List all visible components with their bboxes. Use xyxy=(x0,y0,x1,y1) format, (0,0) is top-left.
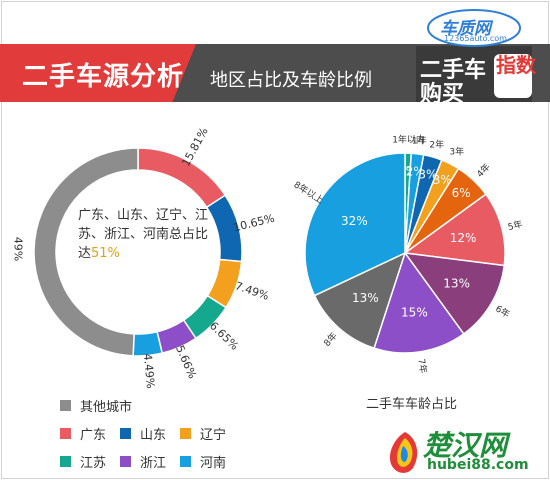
legend-label-2: 山东 xyxy=(140,428,167,443)
brand-logo-shape xyxy=(416,9,532,102)
legend-swatch-4 xyxy=(60,456,71,467)
age-pie-title: 二手车车龄占比 xyxy=(366,397,458,412)
donut-slice-6 xyxy=(33,147,139,357)
pie-value-label-8: 13% xyxy=(352,291,379,305)
pie-slice-8 xyxy=(313,251,407,350)
page-title: 二手车源分析 xyxy=(22,62,185,92)
legend-item-5: 浙江 xyxy=(120,452,166,471)
legend-swatch-2 xyxy=(120,428,131,439)
legend-label-1: 广东 xyxy=(80,428,107,443)
watermark: 楚汉网 hubei88.com xyxy=(385,426,545,478)
legend-item-6: 河南 xyxy=(180,452,226,471)
brand-url: 12365auto.com xyxy=(444,34,507,43)
brand-line-1: 二手车 xyxy=(420,58,487,83)
header-title-block xyxy=(0,44,196,102)
donut-center-text: 广东、山东、辽宁、江苏、浙江、河南总占比达51% xyxy=(78,206,208,263)
pie-slice-6 xyxy=(403,252,506,335)
legend-swatch-0 xyxy=(60,400,71,411)
pie-value-label-6: 13% xyxy=(443,277,470,291)
legend-item-2: 山东 xyxy=(120,424,166,443)
pie-value-label-3: 3% xyxy=(433,173,452,187)
donut-center-prefix: 广东、山东、辽宁、江苏、浙江、河南总占比达 xyxy=(78,208,209,261)
pie-slice-9 xyxy=(304,152,406,297)
pie-value-label-2: 3% xyxy=(418,167,437,181)
pie-category-label-1: 1年 xyxy=(411,136,427,147)
legend-item-3: 辽宁 xyxy=(180,424,226,443)
legend-swatch-5 xyxy=(120,456,131,467)
pie-slice-5 xyxy=(403,193,506,267)
pie-value-label-4: 6% xyxy=(452,186,471,200)
legend-label-6: 河南 xyxy=(200,456,227,471)
legend-item-1: 广东 xyxy=(60,424,106,443)
donut-center-value: 51% xyxy=(91,246,120,261)
legend-label-4: 江苏 xyxy=(80,456,107,471)
pie-value-label-7: 15% xyxy=(401,305,428,319)
watermark-url: hubei88.com xyxy=(427,457,529,473)
legend-label-0: 其他城市 xyxy=(80,400,133,415)
brand-site-name: 车质网 xyxy=(440,19,491,39)
watermark-name: 楚汉网 xyxy=(423,429,508,462)
brand-line-2: 购买 xyxy=(420,82,465,107)
legend-item-4: 江苏 xyxy=(60,452,106,471)
brand-logo: 车质网 12365auto.com 二手车 购买 指数 xyxy=(410,6,538,107)
pie-category-label-2: 2年 xyxy=(429,140,445,151)
page-subtitle: 地区占比及车龄比例 xyxy=(210,70,372,91)
pie-category-label-0: 1年以内 xyxy=(392,135,425,146)
legend-swatch-6 xyxy=(180,456,191,467)
pie-slice-7 xyxy=(373,251,465,354)
pie-value-label-9: 32% xyxy=(341,214,368,228)
legend-swatch-1 xyxy=(60,428,71,439)
legend-item-0: 其他城市 xyxy=(60,396,132,415)
pie-category-label-7: 7年 xyxy=(415,357,428,374)
legend-swatch-3 xyxy=(180,428,191,439)
watermark-logo-icon xyxy=(389,432,418,473)
legend-label-5: 浙江 xyxy=(140,456,167,471)
legend-label-3: 辽宁 xyxy=(200,428,227,443)
brand-stamp: 指数 xyxy=(496,53,536,77)
pie-value-label-5: 12% xyxy=(450,231,477,245)
pie-category-label-3: 3年 xyxy=(449,147,465,158)
